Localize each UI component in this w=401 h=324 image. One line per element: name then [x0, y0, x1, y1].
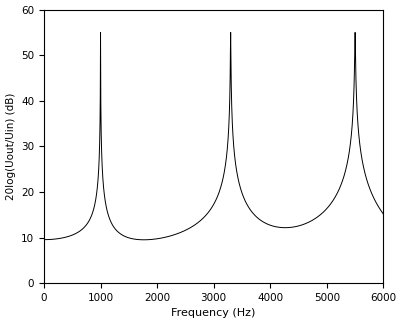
Y-axis label: 20log(Uout/Uin) (dB): 20log(Uout/Uin) (dB) [6, 93, 16, 200]
X-axis label: Frequency (Hz): Frequency (Hz) [171, 308, 255, 318]
